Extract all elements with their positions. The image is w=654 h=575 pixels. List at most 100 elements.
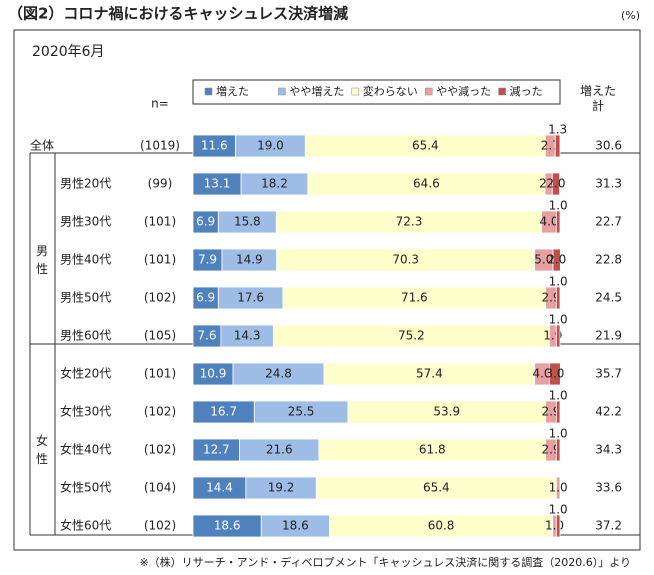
bar-segment	[555, 286, 561, 310]
value-label: 19.0	[257, 139, 284, 153]
footnote: ※（株）リサーチ・アンド・ディベロプメント「キャッシュレス決済に関する調査（20…	[139, 555, 631, 569]
value-label: 60.8	[428, 519, 455, 533]
category-label: 男性60代	[60, 329, 111, 343]
value-label: 1.0	[549, 427, 568, 441]
value-label: 72.3	[396, 215, 423, 229]
legend-swatch	[351, 87, 360, 96]
bar-segment	[555, 400, 561, 424]
n-label: (101)	[144, 367, 176, 381]
total-label: 24.5	[595, 291, 622, 305]
frame	[13, 29, 641, 551]
value-label: 1.0	[549, 275, 568, 289]
value-label: 21.6	[266, 443, 293, 457]
legend-swatch	[278, 87, 286, 96]
value-label: 18.6	[282, 519, 309, 533]
bar-segment	[555, 438, 561, 462]
value-label: 1.0	[549, 503, 568, 517]
total-label: 35.7	[595, 367, 622, 381]
n-label: (102)	[144, 291, 176, 305]
value-label: 11.6	[201, 139, 228, 153]
group-label: 男性	[36, 244, 48, 276]
value-label: 4.0	[532, 367, 551, 381]
category-label: 男性50代	[60, 291, 111, 305]
value-label: 1.0	[549, 199, 568, 213]
value-label: 2.9	[541, 405, 560, 419]
value-label: 61.8	[419, 443, 446, 457]
n-label: (1019)	[140, 139, 180, 153]
value-label: 15.8	[234, 215, 261, 229]
total-label: 31.3	[595, 177, 622, 191]
value-label: 14.4	[206, 481, 233, 495]
total-label: 22.7	[595, 215, 622, 229]
value-label: 1.0	[549, 389, 568, 403]
unit-label: (%)	[621, 9, 640, 22]
bar-segment	[554, 134, 561, 158]
value-label: 10.9	[200, 367, 227, 381]
n-label: (101)	[144, 253, 176, 267]
category-label: 女性50代	[60, 480, 111, 495]
category-label: 女性20代	[60, 366, 111, 381]
value-label: 1.0	[549, 313, 568, 327]
category-label: 男性20代	[60, 177, 111, 191]
value-label: 17.6	[237, 291, 264, 305]
n-label: (99)	[148, 177, 173, 191]
legend-label: 変わらない	[363, 84, 418, 98]
value-label: 4.0	[539, 215, 558, 229]
value-label: 71.6	[401, 291, 428, 305]
value-label: 6.9	[196, 291, 215, 305]
bar-segment	[552, 248, 561, 272]
n-label: (101)	[144, 215, 176, 229]
value-label: 18.2	[261, 177, 288, 191]
value-label: 14.9	[236, 253, 263, 267]
n-header: n=	[151, 97, 169, 111]
bar-segment	[548, 362, 561, 386]
category-label: 男性40代	[60, 253, 111, 267]
value-label: 7.6	[197, 329, 216, 343]
value-label: 1.0	[545, 519, 564, 533]
legend-swatch	[424, 87, 433, 96]
total-label: 42.2	[595, 405, 622, 419]
bar-segment	[551, 172, 561, 196]
n-label: (102)	[144, 405, 176, 419]
value-label: 2.9	[541, 443, 560, 457]
value-label: 13.1	[204, 177, 231, 191]
bar-segment	[555, 514, 561, 538]
total-label: 33.6	[595, 481, 622, 495]
legend-label: 減った	[510, 84, 543, 98]
total-label: 21.9	[595, 329, 622, 343]
value-label: 2.0	[546, 177, 565, 191]
n-label: (102)	[144, 519, 176, 533]
legend-swatch	[498, 87, 506, 96]
value-label: 75.2	[398, 329, 425, 343]
category-label: 女性30代	[60, 404, 111, 419]
legend-label: 増えた	[216, 85, 249, 98]
bar-segment	[555, 210, 561, 234]
n-label: (104)	[144, 481, 176, 495]
total-label: 34.3	[595, 443, 622, 457]
bar-segment	[555, 476, 561, 500]
value-label: 65.4	[423, 481, 450, 495]
value-label: 19.2	[268, 481, 295, 495]
n-label: (105)	[144, 329, 176, 343]
total-header: 増えた計	[580, 84, 616, 113]
legend-swatch	[204, 87, 213, 96]
group-label: 女性	[36, 433, 48, 466]
category-label: 男性30代	[60, 215, 111, 229]
value-label: 1.3	[548, 123, 567, 137]
total-label: 30.6	[595, 139, 622, 153]
value-label: 16.7	[210, 405, 237, 419]
total-label: 22.8	[595, 253, 622, 267]
value-label: 2.0	[547, 253, 566, 267]
value-label: 53.9	[433, 405, 460, 419]
value-label: 2.9	[541, 291, 560, 305]
category-label: 女性60代	[60, 518, 111, 533]
category-label: 全体	[30, 138, 54, 153]
category-label: 女性40代	[60, 442, 111, 457]
value-label: 64.6	[413, 177, 440, 191]
legend-label: やや増えた	[289, 85, 344, 98]
value-label: 57.4	[416, 367, 443, 381]
total-label: 37.2	[595, 519, 622, 533]
value-label: 3.0	[545, 367, 564, 381]
value-label: 18.6	[214, 519, 241, 533]
